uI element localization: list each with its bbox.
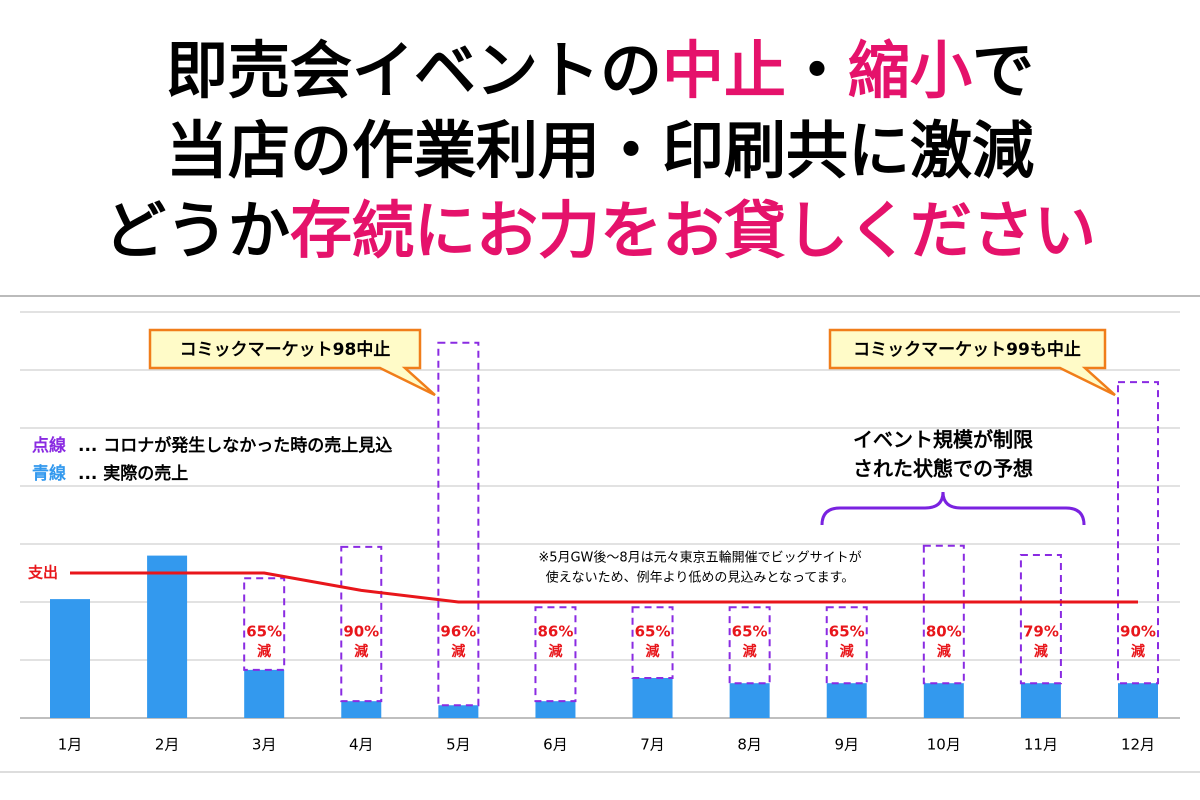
reduction-label: 86% <box>538 623 574 641</box>
line-label: 支出 <box>27 564 58 582</box>
bar <box>923 683 964 718</box>
reduction-label: 79% <box>1023 623 1059 641</box>
bar <box>1118 683 1158 718</box>
forecast-box <box>1117 381 1159 685</box>
reduction-suffix: 減 <box>646 643 660 660</box>
forecast-box <box>825 606 868 685</box>
callout-box <box>148 328 436 397</box>
reduction-suffix: 減 <box>548 643 562 660</box>
title-segment: で <box>972 34 1034 107</box>
reduction-suffix: 減 <box>840 643 854 660</box>
forecast-box <box>243 577 286 671</box>
reduction-label: 65% <box>246 623 282 641</box>
bar <box>826 683 867 718</box>
x-tick-label: 8月 <box>737 736 762 754</box>
forecast-box <box>631 606 674 679</box>
title-line: どうか存続にお力をお貸しください <box>104 194 1096 267</box>
x-tick-label: 1月 <box>58 736 83 754</box>
forecast-box <box>437 341 480 707</box>
callout-box <box>828 328 1116 397</box>
reduction-suffix: 減 <box>1131 643 1145 660</box>
forecast-note: された状態での予想 <box>853 457 1033 481</box>
x-tick-label: 10月 <box>927 736 961 754</box>
bar <box>147 555 188 718</box>
callout-text: コミックマーケット99も中止 <box>853 339 1081 360</box>
brace <box>820 491 1086 526</box>
bar <box>1020 683 1061 718</box>
title-segment: 存続にお力をお貸しください <box>290 194 1096 267</box>
reduction-label: 65% <box>732 623 768 641</box>
reduction-label: 65% <box>829 623 865 641</box>
reduction-label: 80% <box>926 623 962 641</box>
x-tick-label: 2月 <box>155 736 180 754</box>
x-tick-label: 5月 <box>446 736 471 754</box>
title-segment: ・ <box>786 34 848 107</box>
reduction-suffix: 減 <box>937 643 951 660</box>
reduction-suffix: 減 <box>1034 643 1048 660</box>
reduction-label: 65% <box>635 623 671 641</box>
x-tick-label: 6月 <box>543 736 568 754</box>
legend-key: 点線 <box>32 435 66 456</box>
reduction-suffix: 減 <box>354 643 368 660</box>
x-tick-label: 11月 <box>1024 736 1058 754</box>
footnote: ※5月GW後～8月は元々東京五輪開催でビッグサイトが <box>538 550 861 566</box>
forecast-box <box>922 544 965 685</box>
expense-line <box>70 571 1138 604</box>
reduction-label: 90% <box>1120 623 1156 641</box>
callout-text: コミックマーケット98中止 <box>180 339 391 360</box>
reduction-label: 96% <box>440 623 476 641</box>
bar <box>632 677 673 718</box>
reduction-suffix: 減 <box>743 643 757 660</box>
x-tick-label: 12月 <box>1121 736 1155 754</box>
bar <box>729 683 770 718</box>
title-segment: 当店の作業利用・印刷共に激減 <box>166 114 1034 187</box>
reduction-label: 90% <box>343 623 379 641</box>
reduction-suffix: 減 <box>257 643 271 660</box>
title-line: 当店の作業利用・印刷共に激減 <box>166 114 1034 187</box>
x-tick-label: 3月 <box>252 736 277 754</box>
bar <box>438 705 479 718</box>
bar <box>244 669 285 718</box>
bar <box>341 701 382 718</box>
forecast-note: イベント規模が制限 <box>853 428 1033 452</box>
title-segment: 中止 <box>662 34 786 107</box>
footnote: 使えないため、例年より低めの見込みとなってます。 <box>546 570 855 586</box>
title-segment: 即売会イベントの <box>166 34 662 107</box>
title-segment: 縮小 <box>848 34 972 107</box>
forecast-box <box>728 606 771 685</box>
title-segment: どうか <box>104 194 290 267</box>
grid <box>20 311 1180 719</box>
legend-text: ... 実際の売上 <box>78 463 188 484</box>
x-tick-label: 4月 <box>349 736 374 754</box>
forecast-box <box>534 606 577 703</box>
marks: 1月 2月 3月 65% 減 4月 90% 減 5月 96% 減 6月 86% 減 7月 65% 減 8月 65% 減… <box>50 341 1159 754</box>
x-tick-label: 7月 <box>640 736 665 754</box>
bar <box>50 599 90 718</box>
x-tick-label: 9月 <box>834 736 859 754</box>
bar <box>535 701 576 718</box>
title-line: 即売会イベントの中止・縮小で <box>166 34 1034 107</box>
reduction-suffix: 減 <box>451 643 465 660</box>
legend-text: ... コロナが発生しなかった時の売上見込 <box>78 435 392 456</box>
legend-key: 青線 <box>32 463 66 484</box>
